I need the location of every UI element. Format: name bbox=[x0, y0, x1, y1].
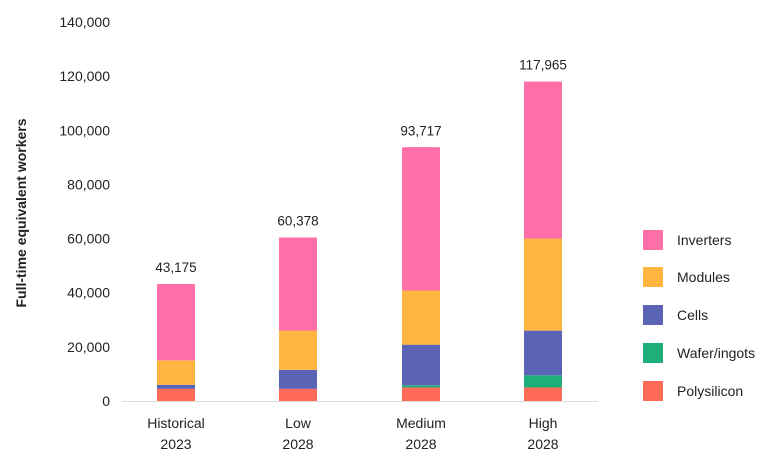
x-tick-label-line2: 2028 bbox=[527, 436, 558, 452]
x-tick-label-line1: Low bbox=[285, 415, 312, 431]
y-tick-label: 0 bbox=[102, 393, 110, 409]
x-tick-label-line1: Historical bbox=[147, 415, 205, 431]
legend-label: Modules bbox=[677, 269, 730, 285]
bar-segment-inverters bbox=[279, 237, 317, 331]
y-tick-label: 120,000 bbox=[59, 68, 110, 84]
bars bbox=[157, 81, 562, 401]
bar-segment-cells bbox=[279, 369, 317, 389]
bar-stack bbox=[402, 147, 440, 401]
y-tick-label: 100,000 bbox=[59, 122, 110, 138]
bar-stack bbox=[524, 81, 562, 401]
bar-segment-wafer-ingots bbox=[402, 385, 440, 388]
bar-segment-cells bbox=[157, 384, 195, 389]
bar-stack bbox=[157, 284, 195, 401]
y-axis: 0 20,000 40,000 60,000 80,000 100,000 120,000 1… bbox=[59, 14, 110, 409]
legend-label: Cells bbox=[677, 307, 708, 323]
bar-segment-inverters bbox=[402, 147, 440, 291]
bar-total-label: 93,717 bbox=[400, 123, 441, 138]
bar-segment-cells bbox=[524, 330, 562, 376]
bar-segment-inverters bbox=[157, 284, 195, 361]
bar-total-label: 43,175 bbox=[155, 260, 196, 275]
legend-item: Wafer/ingots bbox=[643, 343, 755, 363]
x-tick-label-line2: 2028 bbox=[282, 436, 313, 452]
bar-segment-modules bbox=[524, 238, 562, 331]
legend-label: Wafer/ingots bbox=[677, 345, 755, 361]
bar-segment-modules bbox=[402, 290, 440, 345]
bar-total-label: 117,965 bbox=[519, 58, 567, 73]
legend-swatch bbox=[643, 267, 663, 287]
y-tick-label: 80,000 bbox=[67, 176, 110, 192]
legend-swatch bbox=[643, 381, 663, 401]
legend: Inverters Modules Cells Wafer/ingots Polysil… bbox=[643, 230, 755, 401]
bar-segment-polysilicon bbox=[402, 387, 440, 401]
x-axis-labels: Historical 2023 Low 2028 Medium 2028 High 2028 bbox=[147, 415, 559, 452]
bar-cap bbox=[524, 81, 562, 87]
bar-cap bbox=[279, 237, 317, 243]
x-tick-label-line2: 2028 bbox=[405, 436, 436, 452]
bar-segment-polysilicon bbox=[279, 388, 317, 401]
bar-segment-modules bbox=[157, 360, 195, 385]
y-tick-label: 140,000 bbox=[59, 14, 110, 30]
bar-total-label: 60,378 bbox=[277, 214, 318, 229]
legend-label: Polysilicon bbox=[677, 383, 743, 399]
bar-stack bbox=[279, 237, 317, 401]
bar-segment-wafer-ingots bbox=[524, 375, 562, 388]
legend-item: Cells bbox=[643, 305, 708, 325]
y-tick-label: 40,000 bbox=[67, 285, 110, 301]
legend-label: Inverters bbox=[677, 232, 731, 248]
bar-segment-modules bbox=[279, 330, 317, 370]
legend-item: Inverters bbox=[643, 230, 731, 250]
bar-cap bbox=[157, 284, 195, 290]
bar-cap bbox=[402, 147, 440, 153]
bar-segment-polysilicon bbox=[157, 388, 195, 401]
x-tick-label-line2: 2023 bbox=[160, 436, 191, 452]
x-tick-label-line1: High bbox=[529, 415, 558, 431]
legend-swatch bbox=[643, 343, 663, 363]
legend-item: Modules bbox=[643, 267, 730, 287]
legend-swatch bbox=[643, 305, 663, 325]
bar-segment-cells bbox=[402, 344, 440, 386]
x-tick-label-line1: Medium bbox=[396, 415, 446, 431]
y-tick-label: 20,000 bbox=[67, 339, 110, 355]
bar-segment-polysilicon bbox=[524, 387, 562, 401]
bar-segment-inverters bbox=[524, 81, 562, 239]
legend-swatch bbox=[643, 230, 663, 250]
legend-item: Polysilicon bbox=[643, 381, 743, 401]
total-labels: 43,175 60,378 93,717 117,965 bbox=[155, 58, 567, 275]
y-tick-label: 60,000 bbox=[67, 231, 110, 247]
y-axis-label: Full-time equivalent workers bbox=[13, 118, 29, 307]
